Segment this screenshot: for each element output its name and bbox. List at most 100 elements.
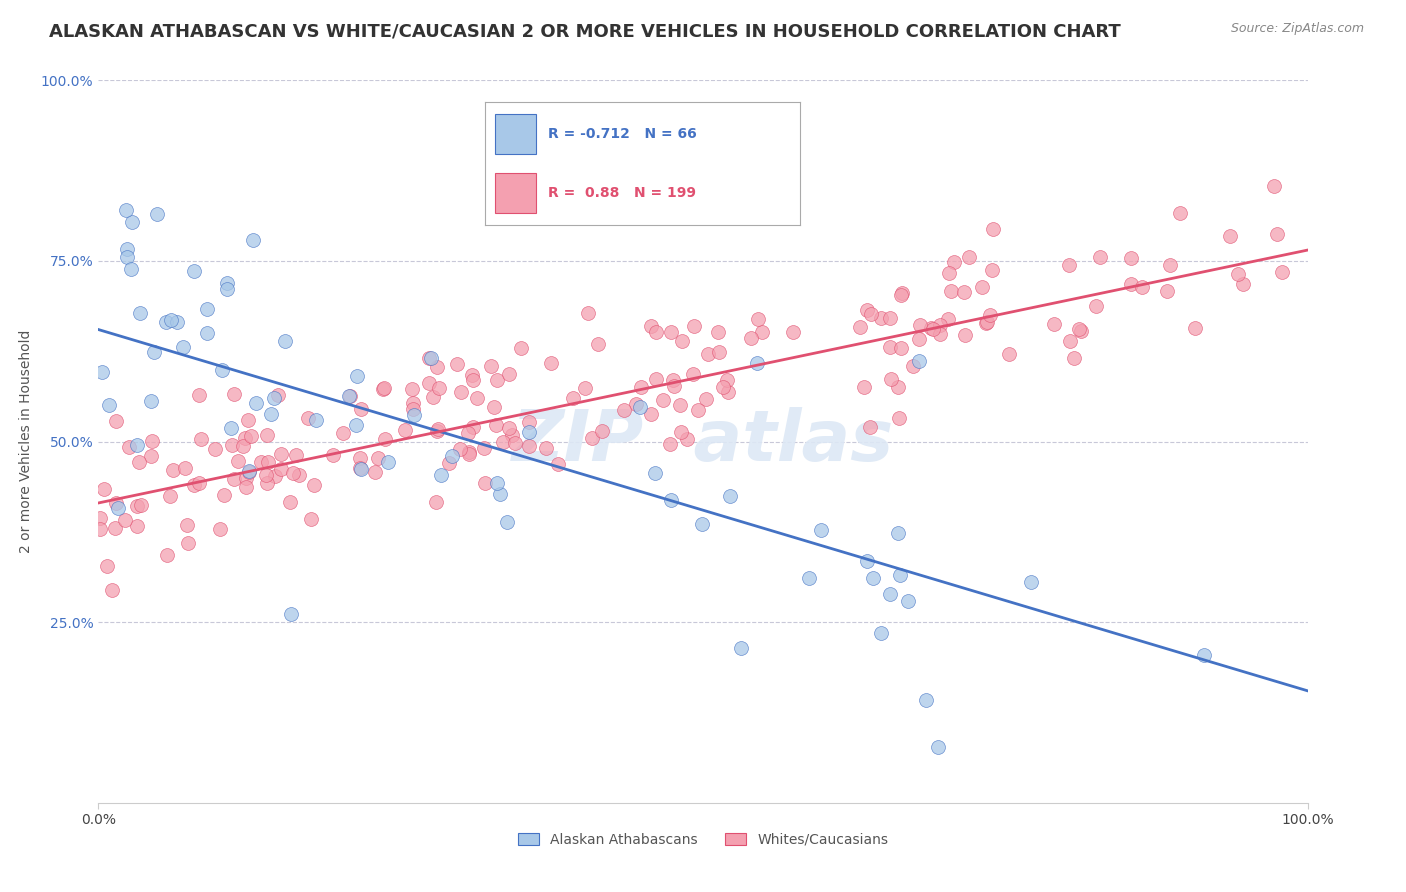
Point <box>503 436 526 450</box>
Point <box>280 607 302 622</box>
Point <box>235 471 257 485</box>
Point <box>260 408 283 422</box>
Point <box>519 415 541 429</box>
Point <box>485 418 508 433</box>
Point <box>644 325 666 339</box>
Point <box>1042 318 1064 332</box>
Point <box>457 425 479 440</box>
Point <box>288 467 311 482</box>
Point <box>496 515 519 529</box>
Point <box>716 373 738 387</box>
Point <box>669 398 692 412</box>
Point <box>402 396 425 410</box>
Point <box>1057 259 1080 273</box>
Point <box>273 334 295 348</box>
Point <box>489 487 512 501</box>
Point <box>219 421 242 435</box>
Point <box>644 466 666 480</box>
Point <box>125 519 148 533</box>
Point <box>173 460 195 475</box>
Point <box>242 233 264 247</box>
Point <box>89 522 111 536</box>
Point <box>1130 280 1153 294</box>
Point <box>96 559 118 574</box>
Point <box>879 311 901 326</box>
Point <box>256 428 278 442</box>
Point <box>240 429 263 443</box>
Point <box>540 356 562 370</box>
Point <box>856 554 879 568</box>
Point <box>747 312 769 326</box>
Point <box>104 414 127 428</box>
Point <box>920 321 942 335</box>
Point <box>332 425 354 440</box>
Point <box>510 341 533 355</box>
Point <box>953 328 976 343</box>
Point <box>782 326 804 340</box>
Point <box>125 438 148 452</box>
Point <box>492 435 515 450</box>
Point <box>915 692 938 706</box>
Point <box>429 381 451 395</box>
Point <box>498 421 520 435</box>
Point <box>1232 277 1254 292</box>
Point <box>1063 351 1085 365</box>
Point <box>640 407 662 421</box>
Point <box>534 441 557 455</box>
Point <box>659 437 682 451</box>
Point <box>302 478 325 492</box>
Point <box>401 383 423 397</box>
Point <box>479 359 502 373</box>
Point <box>853 379 876 393</box>
Point <box>485 475 508 490</box>
Point <box>402 409 425 423</box>
Point <box>426 359 449 374</box>
Point <box>101 583 124 598</box>
Point <box>1168 206 1191 220</box>
Point <box>907 332 929 346</box>
Point <box>183 264 205 278</box>
Point <box>630 379 652 393</box>
Point <box>976 315 998 329</box>
Point <box>159 489 181 503</box>
Point <box>162 463 184 477</box>
Point <box>886 526 908 541</box>
Point <box>941 284 963 298</box>
Point <box>118 440 141 454</box>
Point <box>1070 324 1092 338</box>
Point <box>1265 227 1288 242</box>
Point <box>581 431 603 445</box>
Point <box>652 393 675 408</box>
Point <box>981 222 1004 236</box>
Point <box>1263 178 1285 193</box>
Point <box>613 402 636 417</box>
Point <box>449 442 471 457</box>
Point <box>928 327 950 342</box>
Point <box>114 513 136 527</box>
Point <box>232 439 254 453</box>
Point <box>440 449 463 463</box>
Point <box>172 340 194 354</box>
Point <box>717 384 740 399</box>
Point <box>458 444 481 458</box>
Point <box>339 389 361 403</box>
Point <box>474 476 496 491</box>
Point <box>859 419 882 434</box>
Point <box>879 587 901 601</box>
Point <box>281 466 304 480</box>
Point <box>751 325 773 339</box>
Point <box>425 424 447 438</box>
Point <box>97 399 120 413</box>
Point <box>374 433 396 447</box>
Point <box>204 442 226 456</box>
Point <box>730 641 752 656</box>
Point <box>236 413 259 427</box>
Point <box>688 402 710 417</box>
Point <box>89 510 111 524</box>
Point <box>1219 229 1241 244</box>
Point <box>373 382 395 396</box>
Point <box>669 425 692 439</box>
Text: ALASKAN ATHABASCAN VS WHITE/CAUCASIAN 2 OR MORE VEHICLES IN HOUSEHOLD CORRELATIO: ALASKAN ATHABASCAN VS WHITE/CAUCASIAN 2 … <box>49 22 1121 40</box>
Point <box>418 376 440 391</box>
Point <box>250 455 273 469</box>
